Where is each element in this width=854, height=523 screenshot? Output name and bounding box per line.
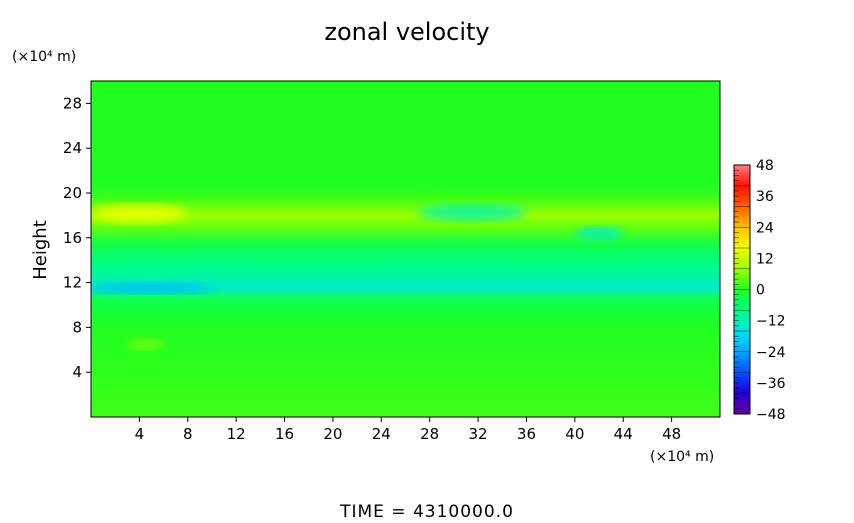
x-tick-label: 36 (517, 425, 536, 443)
x-tick-label: 32 (469, 425, 488, 443)
y-tick-label: 16 (63, 229, 82, 247)
y-tick-label: 28 (63, 94, 82, 112)
field-features (91, 204, 624, 350)
colorbar-tick-label: −12 (756, 314, 786, 330)
time-label: TIME = 4310000.0 (339, 502, 514, 519)
colorbar-tick-label: 36 (756, 189, 774, 205)
x-tick-label: 12 (227, 425, 246, 443)
x-tick-label: 28 (420, 425, 439, 443)
x-tick-label: 4 (135, 425, 145, 443)
field-feature-2 (417, 204, 527, 222)
colorbar: 48 36 24 12 0 −12 −24 −36 −48 (733, 158, 786, 423)
y-axis-label: Height (30, 220, 51, 280)
colorbar-tick-label: 24 (756, 220, 774, 236)
colorbar-tick-label: 48 (756, 158, 774, 174)
y-tick-label: 4 (72, 363, 82, 381)
x-tick-label: 44 (614, 425, 633, 443)
colorbar-tick-label: −24 (756, 345, 786, 361)
x-tick-label: 16 (275, 425, 294, 443)
plot-frame (90, 80, 721, 418)
y-axis-ticks: 4 8 12 16 20 24 28 (63, 94, 91, 381)
x-axis-ticks: 4 8 12 16 20 24 28 32 36 40 44 48 (135, 417, 681, 443)
field-feature-0 (91, 282, 212, 294)
field-feature-4 (127, 338, 164, 350)
chart-title: zonal velocity (324, 18, 489, 46)
field-feature-3 (574, 226, 624, 241)
x-tick-label: 40 (565, 425, 584, 443)
colorbar-tick-label: 12 (756, 251, 774, 267)
plot-area (90, 80, 721, 418)
field-feature-1 (91, 204, 188, 224)
x-tick-label: 48 (662, 425, 681, 443)
y-tick-label: 12 (63, 274, 82, 292)
x-tick-label: 20 (323, 425, 342, 443)
x-tick-label: 8 (183, 425, 193, 443)
y-tick-label: 8 (72, 318, 82, 336)
colorbar-ticks: 48 36 24 12 0 −12 −24 −36 −48 (734, 158, 786, 423)
colorbar-tick-label: 0 (756, 283, 765, 299)
y-tick-label: 20 (63, 184, 82, 202)
colorbar-tick-label: −48 (756, 407, 786, 423)
field-background (91, 81, 720, 417)
colorbar-tick-label: −36 (756, 376, 786, 392)
x-tick-label: 24 (372, 425, 391, 443)
y-unit-label: (×10⁴ m) (12, 49, 76, 65)
y-tick-label: 24 (63, 139, 82, 157)
x-unit-label: (×10⁴ m) (650, 449, 714, 465)
